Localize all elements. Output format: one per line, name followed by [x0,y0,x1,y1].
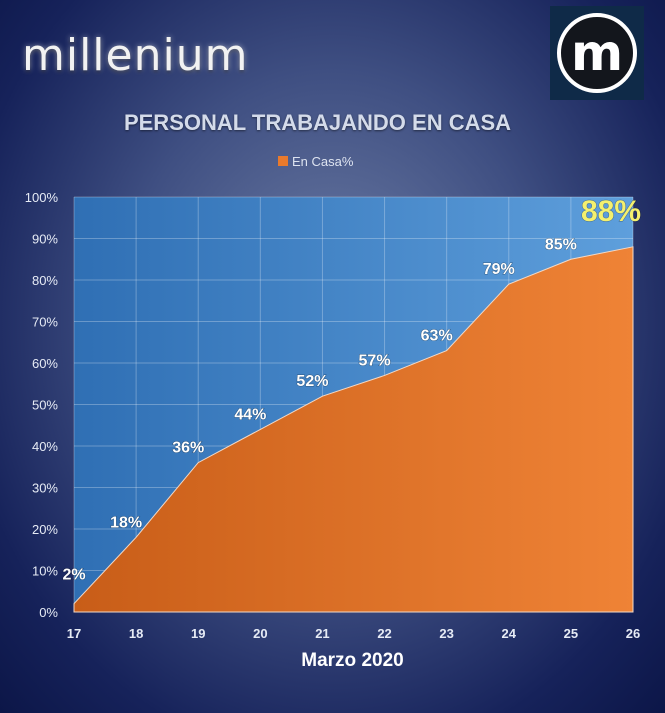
y-tick-label: 0% [39,605,58,620]
y-tick-label: 10% [32,564,58,579]
x-tick-label: 17 [67,626,81,641]
y-tick-label: 30% [32,481,58,496]
brand-wordmark: millenium [22,30,249,81]
series-area-en-casa [73,246,634,613]
data-label: 2% [62,567,85,584]
chart-legend: En Casa% [278,153,353,169]
y-tick-label: 80% [32,273,58,288]
x-tick-label: 22 [377,626,391,641]
data-label: 57% [359,352,391,369]
y-tick-label: 60% [32,356,58,371]
x-tick-label: 21 [315,626,329,641]
x-tick-label: 23 [439,626,453,641]
x-axis-label: Marzo 2020 [301,650,404,671]
data-label: 63% [421,328,453,345]
legend-swatch [278,156,288,166]
data-label: 36% [172,440,204,457]
legend-label: En Casa% [292,153,354,169]
data-label: 79% [483,261,515,278]
data-label: 88% [581,195,641,228]
y-tick-label: 20% [32,522,58,537]
y-tick-label: 90% [32,232,58,247]
y-tick-label: 50% [32,398,58,413]
x-tick-label: 18 [129,626,143,641]
x-tick-label: 20 [253,626,267,641]
brand-logo: m [550,6,644,100]
data-label: 52% [296,373,328,390]
chart-title: PERSONAL TRABAJANDO EN CASA [123,110,512,135]
y-tick-label: 40% [32,439,58,454]
data-label: 18% [110,514,142,531]
x-tick-label: 24 [502,626,517,641]
data-label: 44% [234,406,266,423]
logo-letter: m [571,24,623,82]
y-tick-label: 70% [32,315,58,330]
x-tick-label: 19 [191,626,205,641]
data-label: 85% [545,236,577,253]
x-tick-label: 25 [564,626,578,641]
y-tick-label: 100% [25,190,59,205]
x-tick-label: 26 [626,626,640,641]
